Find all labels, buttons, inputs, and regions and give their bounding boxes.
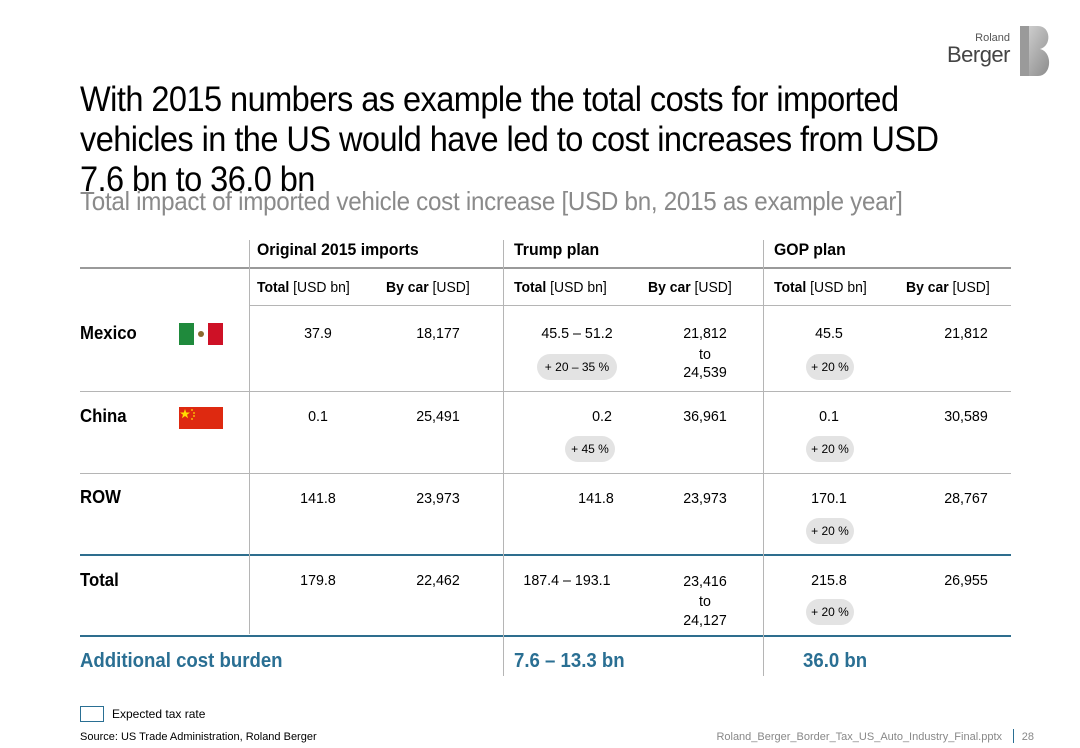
total-trump-car-upper: 24,127 xyxy=(683,612,727,629)
row-orig-total: 141.8 xyxy=(300,490,336,507)
row-label-china: China xyxy=(80,406,127,426)
page-separator xyxy=(1013,729,1014,743)
footer-divider xyxy=(80,635,1011,637)
mexico-orig-total: 37.9 xyxy=(304,325,332,342)
mexico-trump-car-from: 21,812 xyxy=(683,325,727,342)
header-divider xyxy=(80,267,1011,269)
total-gop-car: 26,955 xyxy=(944,572,988,589)
mexico-trump-car-to: to xyxy=(699,346,711,363)
subheader-divider xyxy=(250,305,1011,306)
mexico-gop-total: 45.5 xyxy=(815,325,843,342)
row-label-row: ROW xyxy=(80,487,121,507)
colh-gop-bycar: By car [USD] xyxy=(906,279,990,296)
total-orig-total: 179.8 xyxy=(300,572,336,589)
total-gop-rate-badge: + 20 % xyxy=(806,599,854,625)
col-divider xyxy=(249,240,250,634)
page-title: With 2015 numbers as example the total c… xyxy=(80,80,939,199)
total-divider xyxy=(80,554,1011,556)
mexico-gop-car: 21,812 xyxy=(944,325,988,342)
china-flag-icon xyxy=(179,407,223,429)
row-divider xyxy=(80,391,1011,392)
additional-cost-trump: 7.6 – 13.3 bn xyxy=(514,650,625,672)
mexico-orig-car: 18,177 xyxy=(416,325,460,342)
mexico-trump-rate-badge: + 20 – 35 % xyxy=(537,354,617,380)
col-divider xyxy=(763,240,764,676)
page-subtitle: Total impact of imported vehicle cost in… xyxy=(80,186,903,216)
row-gop-rate-badge: + 20 % xyxy=(806,518,854,544)
roland-berger-logo: Roland Berger xyxy=(944,20,1054,76)
additional-cost-gop: 36.0 bn xyxy=(803,650,868,672)
mexico-trump-total: 45.5 – 51.2 xyxy=(541,325,613,342)
logo-berger-text: Berger xyxy=(946,42,1011,67)
row-label-mexico: Mexico xyxy=(80,323,137,343)
logo-b-mark-icon xyxy=(1020,26,1050,76)
col-divider xyxy=(503,240,504,676)
china-gop-rate-badge: + 20 % xyxy=(806,436,854,462)
legend-label: Expected tax rate xyxy=(112,707,206,721)
row-gop-total: 170.1 xyxy=(811,490,847,507)
china-gop-total: 0.1 xyxy=(819,408,839,425)
mexico-gop-rate-badge: + 20 % xyxy=(806,354,854,380)
total-trump-total: 187.4 – 193.1 xyxy=(523,572,611,589)
colh-trump-total: Total [USD bn] xyxy=(514,279,607,296)
row-trump-car: 23,973 xyxy=(683,490,727,507)
colh-trump-bycar: By car [USD] xyxy=(648,279,732,296)
row-gop-car: 28,767 xyxy=(944,490,988,507)
china-trump-car: 36,961 xyxy=(683,408,727,425)
group-original: Original 2015 imports xyxy=(257,240,419,259)
total-orig-car: 22,462 xyxy=(416,572,460,589)
additional-cost-label: Additional cost burden xyxy=(80,650,283,672)
colh-gop-total: Total [USD bn] xyxy=(774,279,867,296)
colh-orig-total: Total [USD bn] xyxy=(257,279,350,296)
group-gop: GOP plan xyxy=(774,240,846,259)
china-orig-total: 0.1 xyxy=(308,408,328,425)
mexico-trump-car-upper: 24,539 xyxy=(683,364,727,381)
row-trump-total: 141.8 xyxy=(578,490,614,507)
china-trump-total: 0.2 xyxy=(592,408,612,425)
row-orig-car: 23,973 xyxy=(416,490,460,507)
page-number: 28 xyxy=(1021,731,1034,743)
mexico-flag-icon xyxy=(179,323,223,345)
logo-roland-text: Roland xyxy=(975,32,1010,44)
file-name: Roland_Berger_Border_Tax_US_Auto_Industr… xyxy=(716,731,1002,743)
source-note: Source: US Trade Administration, Roland … xyxy=(80,731,317,743)
total-gop-total: 215.8 xyxy=(811,572,847,589)
china-orig-car: 25,491 xyxy=(416,408,460,425)
china-gop-car: 30,589 xyxy=(944,408,988,425)
row-divider xyxy=(80,473,1011,474)
legend-swatch xyxy=(80,706,104,722)
china-trump-rate-badge: + 45 % xyxy=(565,436,615,462)
total-trump-car-to: to xyxy=(699,593,711,610)
group-trump: Trump plan xyxy=(514,240,600,259)
colh-orig-bycar: By car [USD] xyxy=(386,279,470,296)
total-trump-car-from: 23,416 xyxy=(683,573,727,590)
row-label-total: Total xyxy=(80,570,119,590)
